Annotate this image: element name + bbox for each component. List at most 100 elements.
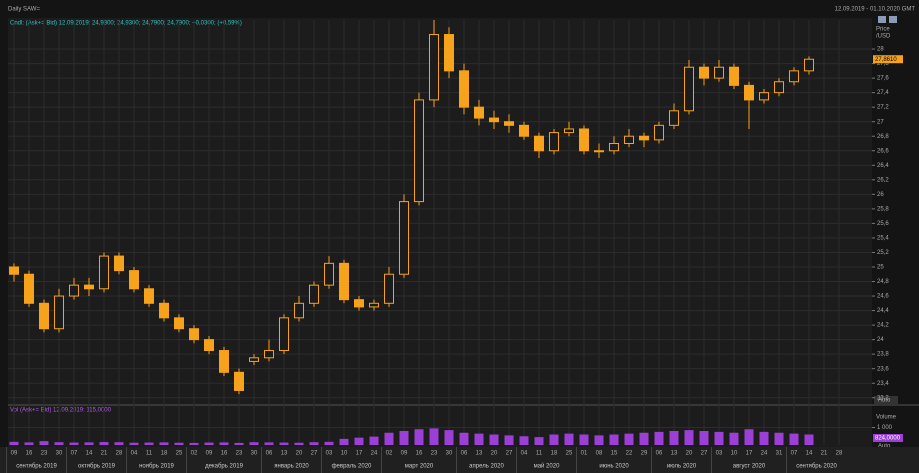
y-tick-label: 27,2 (877, 105, 889, 111)
volume-bar (9, 441, 19, 445)
y-tick-label: 25 (877, 265, 884, 271)
x-tick-label: 27 (701, 451, 708, 457)
candle-body (504, 121, 514, 126)
candle-body (654, 124, 664, 141)
last-price-box (873, 55, 903, 64)
candle-body (294, 302, 304, 319)
candle-body (189, 328, 199, 341)
x-tick-label: 11 (536, 451, 543, 457)
candle-body (489, 117, 499, 123)
volume-bar (69, 442, 79, 445)
month-label: ноябрь 2019 (139, 464, 174, 470)
x-tick-label: 20 (491, 451, 498, 457)
candle-body (564, 128, 574, 134)
month-label: август 2020 (733, 464, 766, 470)
candle-body (759, 92, 769, 101)
candle-body (594, 150, 604, 153)
x-tick-label: 31 (776, 451, 783, 457)
y-tick-label: 23,8 (877, 352, 889, 358)
volume-bar (459, 432, 469, 445)
volume-bar (609, 434, 619, 445)
x-tick-label: 18 (551, 451, 558, 457)
y-tick-label: 26 (877, 192, 884, 198)
volume-bar (84, 442, 94, 445)
candle-body (39, 302, 49, 330)
volume-legend: Vol (Ask+= Bid) 12.09.2019: 115,0000 (10, 408, 112, 414)
y-tick-label: 25,8 (877, 206, 889, 212)
volume-bar (519, 436, 529, 445)
x-tick-label: 09 (11, 451, 18, 457)
month-label: сентябрь 2020 (796, 464, 837, 470)
candle-body (744, 84, 754, 101)
volume-bar (264, 442, 274, 445)
month-label: сентябрь 2019 (16, 464, 57, 470)
month-label: май 2020 (534, 463, 560, 470)
candle-body (354, 299, 364, 308)
panel-button[interactable] (889, 16, 897, 23)
volume-bar (279, 442, 289, 445)
y-axis-label: Price (876, 27, 890, 33)
x-tick-label: 16 (221, 451, 228, 457)
legend-text: Cndl: (Ask+= Bid) 12.09.2019: 24,9300; 2… (10, 21, 242, 27)
chart-title: Daily SAW= (8, 7, 40, 13)
x-tick-label: 06 (266, 451, 273, 457)
month-label: апрель 2020 (469, 464, 504, 470)
volume-bar (654, 431, 664, 445)
candle-body (144, 288, 154, 304)
y-tick-label: 23,4 (877, 381, 889, 387)
y-tick-label: 27,6 (877, 76, 889, 82)
candle-body (699, 66, 709, 79)
volume-bar (144, 442, 154, 445)
x-tick-label: 13 (281, 451, 288, 457)
x-tick-label: 20 (686, 451, 693, 457)
volume-bar (54, 442, 64, 445)
candle-body (534, 135, 544, 152)
y-tick-label: 25,4 (877, 236, 889, 242)
candle-body (714, 66, 724, 79)
x-tick-label: 01 (581, 451, 588, 457)
y-tick-label: 28 (877, 47, 884, 53)
x-tick-label: 04 (131, 451, 138, 457)
candle-body (414, 99, 424, 203)
candle-body (279, 317, 289, 352)
volume-bar (564, 433, 574, 445)
candle-body (444, 34, 454, 72)
volume-bar (324, 441, 334, 445)
volume-bar (729, 432, 739, 445)
auto-label[interactable]: Auto (878, 398, 891, 404)
candle-body (789, 70, 799, 83)
volume-bar (219, 442, 229, 445)
candle-body (219, 350, 229, 373)
candle-body (519, 124, 529, 137)
volume-bar (759, 431, 769, 445)
candle-body (54, 295, 64, 330)
x-tick-label: 07 (791, 451, 798, 457)
x-tick-label: 27 (506, 451, 513, 457)
x-tick-label: 06 (461, 451, 468, 457)
y-tick-label: 23,2 (877, 395, 889, 401)
candle-body (399, 201, 409, 275)
panel-button[interactable] (878, 16, 886, 23)
volume-bar (99, 442, 109, 445)
date-range: 12.09.2019 - 01.10.2020 GMT (835, 7, 916, 13)
auto-box[interactable] (874, 396, 898, 404)
month-label: декабрь 2019 (205, 464, 244, 470)
auto-label[interactable]: Auto (878, 444, 891, 450)
x-tick-label: 10 (731, 451, 738, 457)
y-tick-label: 25,6 (877, 221, 889, 227)
last-price-label: 27,8610 (875, 57, 897, 63)
candle-body (84, 284, 94, 290)
volume-bar (189, 442, 199, 445)
candle-body (204, 339, 214, 352)
x-tick-label: 16 (26, 451, 33, 457)
x-tick-label: 30 (446, 451, 453, 457)
x-tick-label: 06 (656, 451, 663, 457)
candle-body (369, 302, 379, 308)
y-tick-label: 27,4 (877, 90, 889, 96)
y-tick-label: 26,8 (877, 134, 889, 140)
volume-bar (159, 442, 169, 445)
y-tick-label: 24,2 (877, 323, 889, 329)
candle-body (9, 266, 19, 275)
candle-body (69, 284, 79, 297)
